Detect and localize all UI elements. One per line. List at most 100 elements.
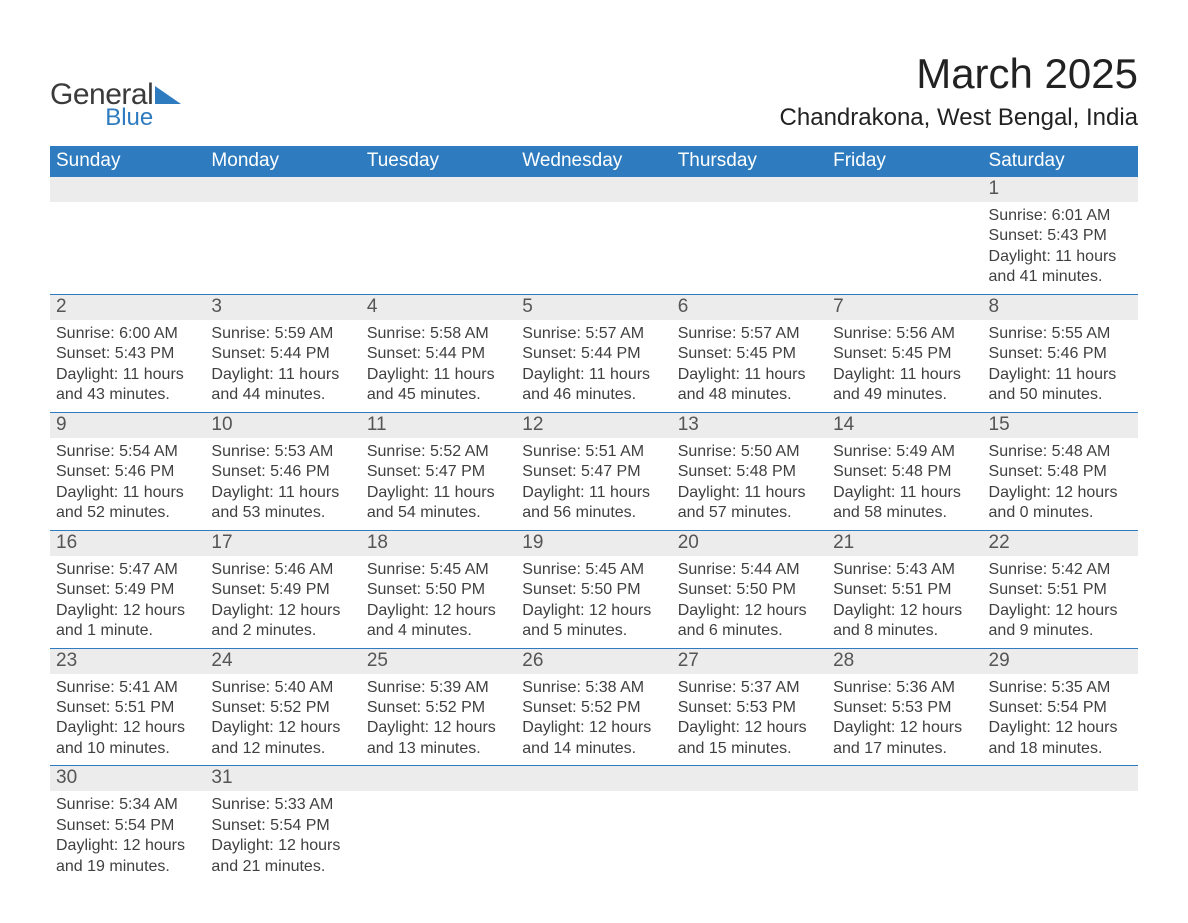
sunset-text: Sunset: 5:50 PM <box>678 580 821 600</box>
calendar-day-cell: 18Sunrise: 5:45 AMSunset: 5:50 PMDayligh… <box>361 530 516 648</box>
daylight-line2: and 45 minutes. <box>367 385 510 405</box>
day-details: Sunrise: 5:49 AMSunset: 5:48 PMDaylight:… <box>827 438 982 530</box>
sunrise-text: Sunrise: 5:35 AM <box>989 678 1132 698</box>
daylight-line1: Daylight: 12 hours <box>833 718 976 738</box>
daylight-line1: Daylight: 12 hours <box>989 483 1132 503</box>
sunset-text: Sunset: 5:44 PM <box>367 344 510 364</box>
daylight-line1: Daylight: 11 hours <box>989 247 1132 267</box>
day-number <box>205 177 360 202</box>
day-details: Sunrise: 5:35 AMSunset: 5:54 PMDaylight:… <box>983 674 1138 766</box>
sunset-text: Sunset: 5:52 PM <box>367 698 510 718</box>
daylight-line2: and 10 minutes. <box>56 739 199 759</box>
sunset-text: Sunset: 5:50 PM <box>367 580 510 600</box>
daylight-line2: and 53 minutes. <box>211 503 354 523</box>
daylight-line2: and 56 minutes. <box>522 503 665 523</box>
day-number: 25 <box>361 649 516 674</box>
day-number <box>516 177 671 202</box>
calendar-day-cell: 7Sunrise: 5:56 AMSunset: 5:45 PMDaylight… <box>827 294 982 412</box>
day-details: Sunrise: 5:45 AMSunset: 5:50 PMDaylight:… <box>516 556 671 648</box>
daylight-line1: Daylight: 12 hours <box>522 601 665 621</box>
month-title: March 2025 <box>780 50 1138 98</box>
calendar-day-cell: 6Sunrise: 5:57 AMSunset: 5:45 PMDaylight… <box>672 294 827 412</box>
sunrise-text: Sunrise: 6:00 AM <box>56 324 199 344</box>
sunset-text: Sunset: 5:46 PM <box>211 462 354 482</box>
sunrise-text: Sunrise: 5:40 AM <box>211 678 354 698</box>
day-number: 20 <box>672 531 827 556</box>
calendar-day-cell: 3Sunrise: 5:59 AMSunset: 5:44 PMDaylight… <box>205 294 360 412</box>
day-number: 3 <box>205 295 360 320</box>
daylight-line1: Daylight: 12 hours <box>522 718 665 738</box>
calendar-empty-cell <box>516 766 671 883</box>
daylight-line2: and 8 minutes. <box>833 621 976 641</box>
day-number: 5 <box>516 295 671 320</box>
daylight-line1: Daylight: 12 hours <box>211 601 354 621</box>
sunrise-text: Sunrise: 5:55 AM <box>989 324 1132 344</box>
daylight-line2: and 5 minutes. <box>522 621 665 641</box>
daylight-line1: Daylight: 11 hours <box>833 483 976 503</box>
calendar-week-row: 23Sunrise: 5:41 AMSunset: 5:51 PMDayligh… <box>50 648 1138 766</box>
daylight-line2: and 15 minutes. <box>678 739 821 759</box>
day-number <box>516 766 671 791</box>
day-details: Sunrise: 5:42 AMSunset: 5:51 PMDaylight:… <box>983 556 1138 648</box>
sunset-text: Sunset: 5:49 PM <box>211 580 354 600</box>
daylight-line1: Daylight: 12 hours <box>56 718 199 738</box>
day-details: Sunrise: 5:52 AMSunset: 5:47 PMDaylight:… <box>361 438 516 530</box>
day-details: Sunrise: 5:47 AMSunset: 5:49 PMDaylight:… <box>50 556 205 648</box>
day-details: Sunrise: 5:54 AMSunset: 5:46 PMDaylight:… <box>50 438 205 530</box>
logo-text-blue: Blue <box>50 104 153 132</box>
daylight-line1: Daylight: 12 hours <box>678 601 821 621</box>
sunrise-text: Sunrise: 5:57 AM <box>522 324 665 344</box>
calendar-day-cell: 25Sunrise: 5:39 AMSunset: 5:52 PMDayligh… <box>361 648 516 766</box>
day-number <box>672 177 827 202</box>
daylight-line1: Daylight: 12 hours <box>211 718 354 738</box>
day-number: 1 <box>983 177 1138 202</box>
daylight-line2: and 18 minutes. <box>989 739 1132 759</box>
calendar-week-row: 2Sunrise: 6:00 AMSunset: 5:43 PMDaylight… <box>50 294 1138 412</box>
daylight-line1: Daylight: 11 hours <box>678 365 821 385</box>
daylight-line1: Daylight: 11 hours <box>522 483 665 503</box>
calendar-day-cell: 2Sunrise: 6:00 AMSunset: 5:43 PMDaylight… <box>50 294 205 412</box>
daylight-line1: Daylight: 11 hours <box>211 483 354 503</box>
day-details: Sunrise: 5:33 AMSunset: 5:54 PMDaylight:… <box>205 791 360 883</box>
day-number: 28 <box>827 649 982 674</box>
daylight-line1: Daylight: 12 hours <box>678 718 821 738</box>
day-details <box>205 202 360 276</box>
day-number: 4 <box>361 295 516 320</box>
daylight-line2: and 2 minutes. <box>211 621 354 641</box>
day-number: 31 <box>205 766 360 791</box>
day-number: 17 <box>205 531 360 556</box>
day-number: 22 <box>983 531 1138 556</box>
calendar-day-cell: 10Sunrise: 5:53 AMSunset: 5:46 PMDayligh… <box>205 412 360 530</box>
sunset-text: Sunset: 5:54 PM <box>56 816 199 836</box>
calendar-day-cell: 28Sunrise: 5:36 AMSunset: 5:53 PMDayligh… <box>827 648 982 766</box>
sunrise-text: Sunrise: 5:37 AM <box>678 678 821 698</box>
sunrise-text: Sunrise: 5:54 AM <box>56 442 199 462</box>
sunset-text: Sunset: 5:46 PM <box>989 344 1132 364</box>
daylight-line1: Daylight: 12 hours <box>56 836 199 856</box>
day-number: 30 <box>50 766 205 791</box>
calendar-day-cell: 14Sunrise: 5:49 AMSunset: 5:48 PMDayligh… <box>827 412 982 530</box>
sunrise-text: Sunrise: 5:38 AM <box>522 678 665 698</box>
sunrise-text: Sunrise: 5:52 AM <box>367 442 510 462</box>
daylight-line2: and 19 minutes. <box>56 857 199 877</box>
calendar-table: SundayMondayTuesdayWednesdayThursdayFrid… <box>50 146 1138 883</box>
calendar-empty-cell <box>672 766 827 883</box>
sunset-text: Sunset: 5:44 PM <box>211 344 354 364</box>
day-details: Sunrise: 5:38 AMSunset: 5:52 PMDaylight:… <box>516 674 671 766</box>
day-details: Sunrise: 5:55 AMSunset: 5:46 PMDaylight:… <box>983 320 1138 412</box>
daylight-line2: and 9 minutes. <box>989 621 1132 641</box>
day-number: 21 <box>827 531 982 556</box>
day-details: Sunrise: 5:58 AMSunset: 5:44 PMDaylight:… <box>361 320 516 412</box>
calendar-week-row: 16Sunrise: 5:47 AMSunset: 5:49 PMDayligh… <box>50 530 1138 648</box>
day-number <box>827 177 982 202</box>
day-details: Sunrise: 5:50 AMSunset: 5:48 PMDaylight:… <box>672 438 827 530</box>
weekday-header: Friday <box>827 146 982 177</box>
weekday-header: Wednesday <box>516 146 671 177</box>
sunset-text: Sunset: 5:53 PM <box>678 698 821 718</box>
sunrise-text: Sunrise: 5:56 AM <box>833 324 976 344</box>
sunrise-text: Sunrise: 5:47 AM <box>56 560 199 580</box>
day-details <box>516 202 671 276</box>
day-details: Sunrise: 5:34 AMSunset: 5:54 PMDaylight:… <box>50 791 205 883</box>
daylight-line1: Daylight: 11 hours <box>56 365 199 385</box>
calendar-day-cell: 22Sunrise: 5:42 AMSunset: 5:51 PMDayligh… <box>983 530 1138 648</box>
